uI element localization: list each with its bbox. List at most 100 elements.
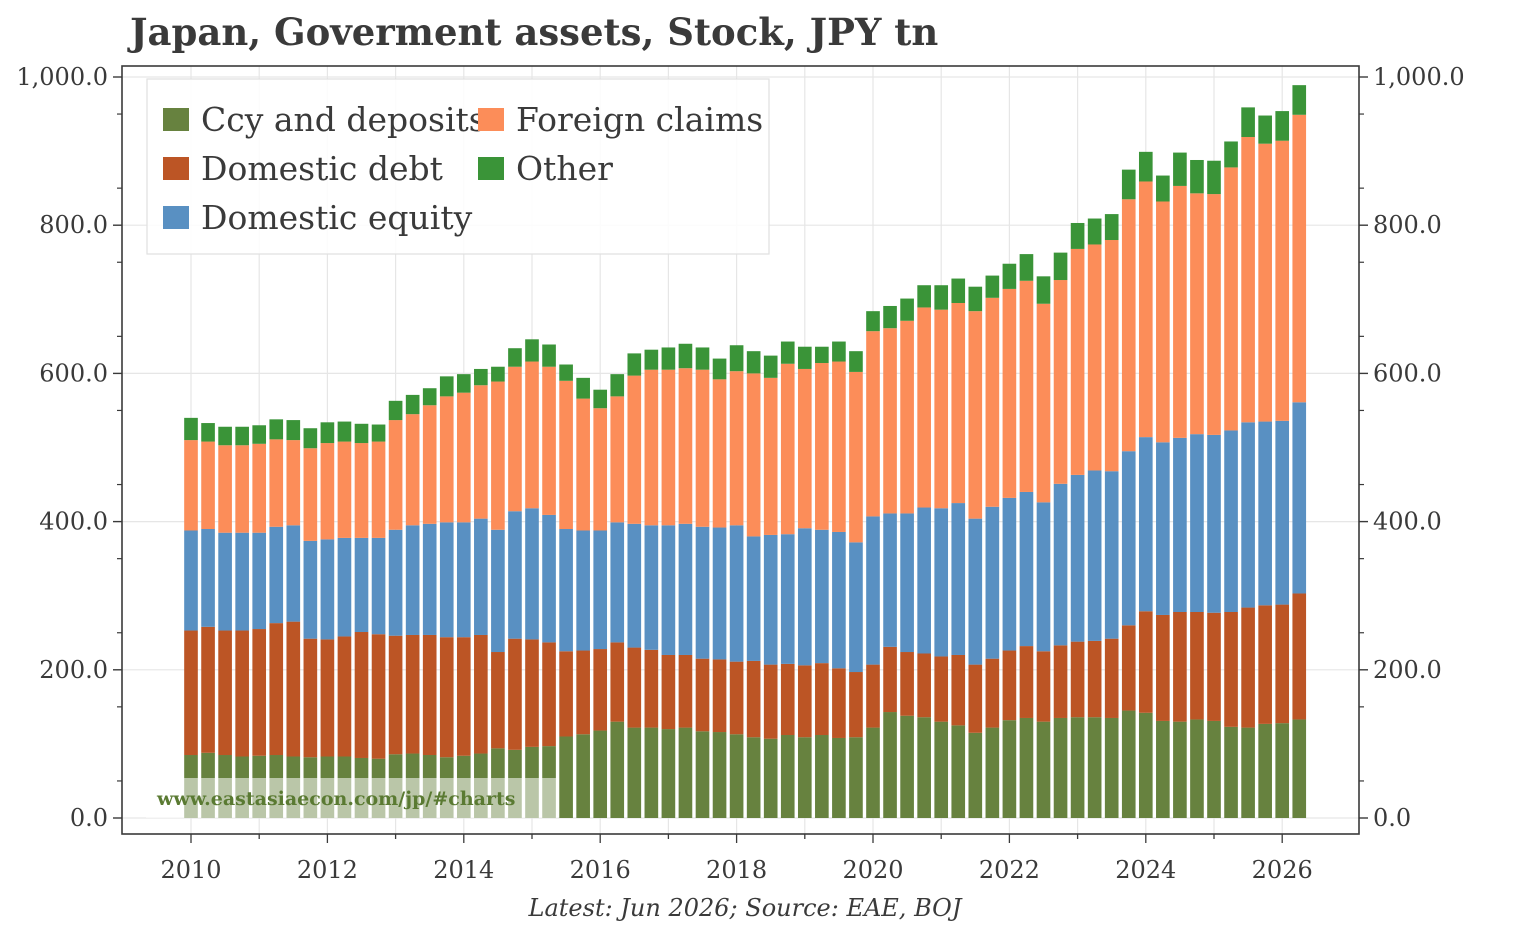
bar-segment — [1258, 115, 1272, 144]
bar-segment — [576, 734, 590, 818]
bar-segment — [1275, 723, 1290, 818]
bar-segment — [678, 523, 693, 655]
bar-segment — [422, 634, 437, 756]
bar-segment — [303, 428, 318, 449]
bar-segment — [559, 529, 573, 652]
bar-segment — [542, 514, 556, 643]
legend-swatch — [478, 108, 504, 131]
bar-segment — [1070, 717, 1085, 818]
bar-segment — [1019, 491, 1034, 647]
bar-segment — [968, 664, 983, 733]
bar-segment — [1053, 483, 1068, 646]
bar-segment — [712, 527, 727, 660]
bar-segment — [1292, 114, 1307, 403]
bar-segment — [917, 507, 931, 654]
bar-segment — [354, 443, 369, 538]
bar-segment — [508, 638, 522, 750]
bar-segment — [235, 426, 249, 446]
bar-segment — [763, 534, 778, 665]
bar-segment — [286, 525, 301, 622]
bar-segment — [1190, 159, 1204, 194]
bar-segment — [1156, 720, 1170, 818]
bar-segment — [1292, 85, 1307, 115]
y-tick-label-right: 1,000.0 — [1373, 63, 1465, 91]
bar-segment — [474, 634, 488, 754]
bar-segment — [1156, 175, 1170, 202]
bar-segment — [644, 349, 659, 370]
bar-segment — [797, 346, 812, 369]
bar-segment — [422, 405, 437, 524]
bar-segment — [815, 735, 829, 818]
bar-segment — [1138, 611, 1153, 713]
bar-segment — [1002, 263, 1017, 289]
legend-label: Domestic debt — [201, 149, 443, 188]
legend: Ccy and deposits Domestic debt Domestic eq… — [146, 78, 770, 255]
bar-segment — [405, 394, 420, 415]
bar-segment — [1224, 612, 1238, 727]
bar-segment — [900, 298, 914, 321]
bar-segment — [491, 366, 505, 382]
axis-ticks: 0.0 0.0 200.0 200.0 400.0 400.0 600.0 600.0 800.… — [16, 63, 1464, 884]
bar-segment — [456, 522, 471, 638]
bar-segment — [1190, 612, 1204, 720]
bar-segment — [1002, 497, 1017, 651]
bar-segment — [184, 530, 198, 631]
bar-segment — [1156, 614, 1170, 721]
bar-segment — [1207, 720, 1221, 818]
bar-segment — [559, 736, 573, 818]
bar-segment — [661, 369, 676, 526]
bar-segment — [695, 369, 710, 527]
bar-segment — [218, 630, 232, 756]
bar-segment — [883, 513, 897, 647]
bar-segment — [968, 311, 983, 519]
plot-frame — [121, 65, 1360, 835]
bar-segment — [252, 629, 267, 756]
y-tick-label-right: 600.0 — [1373, 359, 1442, 387]
bar-segment — [576, 377, 590, 399]
bar-segment — [1087, 470, 1102, 641]
bar-segment — [354, 423, 369, 444]
bar-segment — [1121, 169, 1136, 200]
bar-segment — [1019, 280, 1034, 492]
y-tick-label: 800.0 — [39, 211, 108, 239]
bar-segment — [780, 534, 795, 664]
bar-segment — [593, 730, 608, 818]
bar-segment — [917, 653, 931, 718]
bar-segment — [1104, 717, 1119, 818]
bar-segment — [644, 369, 659, 526]
y-tick-label-right: 200.0 — [1373, 656, 1442, 684]
chart-footnote: Latest: Jun 2026; Source: EAE, BOJ — [528, 894, 962, 922]
bar-segment — [832, 341, 846, 362]
bar-segment — [184, 440, 198, 531]
bar-segment — [1053, 252, 1068, 281]
bar-segment — [593, 530, 608, 650]
bar-segment — [951, 503, 966, 655]
bar-segment — [1019, 646, 1034, 718]
bar-segment — [1207, 160, 1221, 195]
bar-segment — [1241, 727, 1255, 818]
bar-segment — [201, 441, 215, 530]
x-tick-label: 2016 — [570, 856, 631, 884]
legend-label: Ccy and deposits — [201, 100, 486, 139]
bar-segment — [1087, 218, 1102, 245]
y-tick-label: 400.0 — [39, 508, 108, 536]
bar-segment — [797, 368, 812, 529]
x-tick-label: 2018 — [706, 856, 767, 884]
bar-segment — [1070, 641, 1085, 718]
bar-segment — [900, 715, 914, 818]
bar-segment — [388, 400, 403, 421]
bar-segment — [337, 421, 352, 442]
bar-segment — [354, 632, 369, 758]
y-tick-label: 200.0 — [39, 656, 108, 684]
bar-segment — [269, 623, 284, 756]
bar-segment — [832, 737, 846, 818]
bar-segment — [610, 374, 625, 397]
bar-segment — [1292, 402, 1307, 594]
bar-segment — [559, 651, 573, 737]
bar-segment — [456, 637, 471, 756]
bar-segment — [917, 285, 931, 308]
bar-segment — [985, 727, 1000, 818]
bar-segment — [661, 525, 676, 655]
bar-segment — [678, 654, 693, 728]
bar-segment — [235, 630, 249, 757]
